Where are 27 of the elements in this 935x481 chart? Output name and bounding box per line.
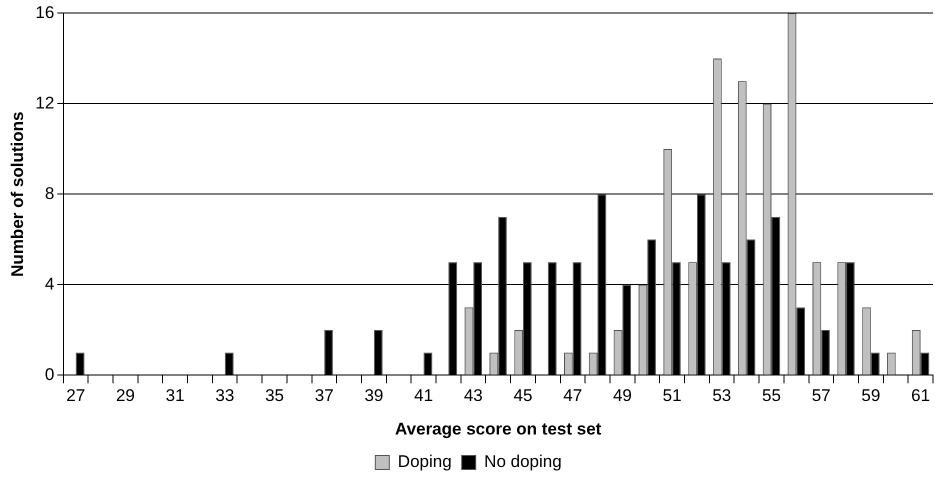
x-tick-label: 51 (662, 386, 682, 406)
x-tick-label: 61 (911, 386, 930, 406)
x-tick-label: 49 (612, 386, 632, 406)
legend-label: Doping (398, 452, 452, 472)
y-tick-label: 8 (44, 184, 54, 203)
x-tick-label: 45 (514, 386, 532, 406)
x-tick-label: 31 (166, 386, 185, 406)
y-tick-label: 12 (35, 93, 54, 112)
x-tick-label: 33 (215, 386, 234, 406)
y-tick-label: 16 (35, 2, 54, 22)
x-tick-label: 27 (66, 386, 86, 406)
x-tick-label: 53 (712, 386, 732, 406)
y-axis-title: Number of solutions (8, 112, 27, 277)
x-tick-label: 35 (265, 386, 284, 406)
x-tick-label: 59 (861, 386, 880, 406)
x-tick-label: 37 (314, 386, 334, 406)
x-tick-label: 55 (762, 386, 781, 406)
y-tick-label: 0 (44, 364, 54, 384)
x-tick-label: 57 (812, 386, 831, 406)
x-tick-label: 47 (563, 386, 582, 406)
legend-label: No doping (484, 452, 562, 472)
x-tick-label: 41 (414, 386, 434, 406)
x-tick-label: 29 (116, 386, 135, 406)
x-tick-label: 43 (464, 386, 483, 406)
x-axis-title: Average score on test set (395, 419, 602, 438)
y-tick-label: 4 (44, 274, 54, 294)
x-tick-label: 39 (364, 386, 384, 406)
